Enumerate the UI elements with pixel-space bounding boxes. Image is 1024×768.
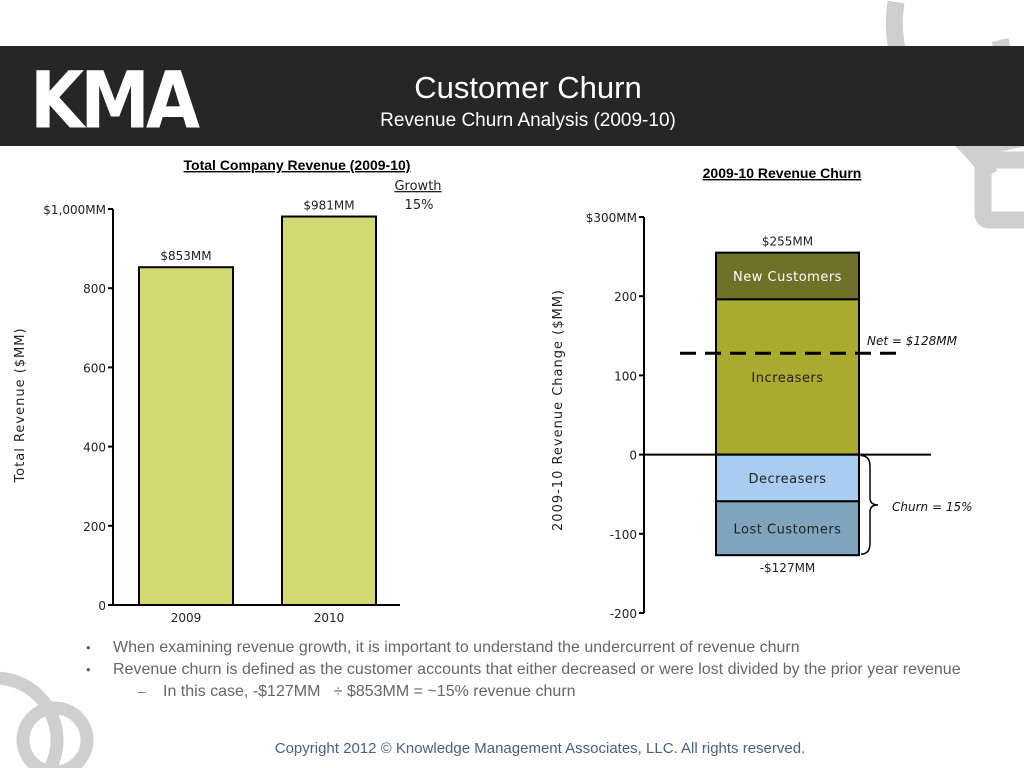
y-tick-label: 200	[83, 520, 106, 534]
y-tick-label: 0	[98, 599, 106, 613]
bar-2009	[138, 266, 234, 606]
y-axis-label: Total Revenue ($MM)	[13, 327, 28, 483]
page-title: Customer Churn	[414, 70, 642, 105]
growth-value: 15%	[405, 198, 434, 213]
y-tick-label: 400	[83, 441, 106, 455]
bullet-item: • When examining revenue growth, it is im…	[86, 637, 961, 659]
x-tick-label: 2010	[314, 611, 345, 625]
growth-header: Growth	[394, 179, 441, 194]
y-tick-label: $1,000MM	[43, 203, 106, 217]
page-subtitle: Revenue Churn Analysis (2009-10)	[380, 110, 676, 131]
bullet-item: • Revenue churn is defined as the custome…	[86, 659, 961, 681]
rings-decoration	[0, 671, 94, 768]
chart-title: Total Company Revenue (2009-10)	[184, 157, 411, 173]
sub-bullet-item: – In this case, -$127MM ÷ $853MM = ~15% r…	[86, 681, 961, 703]
bullet-marker: •	[86, 640, 91, 655]
bullet-list: • When examining revenue growth, it is im…	[86, 637, 961, 703]
bar-2010	[281, 215, 377, 607]
bullet-text: In this case, -$127MM ÷ $853MM = ~15% re…	[163, 683, 576, 700]
bar-data-label: $981MM	[303, 199, 354, 213]
bullet-marker: •	[86, 662, 91, 677]
company-logo: KMA	[30, 54, 200, 147]
x-tick-label: 2009	[171, 611, 202, 625]
bullet-text: Revenue churn is defined as the customer…	[113, 661, 961, 678]
bullet-text: When examining revenue growth, it is imp…	[113, 639, 800, 656]
copyright-footer: Copyright 2012 © Knowledge Management As…	[274, 740, 806, 757]
y-tick-label: 800	[83, 282, 106, 296]
y-tick-label: 600	[83, 361, 106, 375]
bullet-marker: –	[138, 684, 146, 699]
header-bar: KMA Customer Churn Revenue Churn Analysi…	[0, 46, 1024, 146]
bar-data-label: $853MM	[160, 249, 211, 263]
